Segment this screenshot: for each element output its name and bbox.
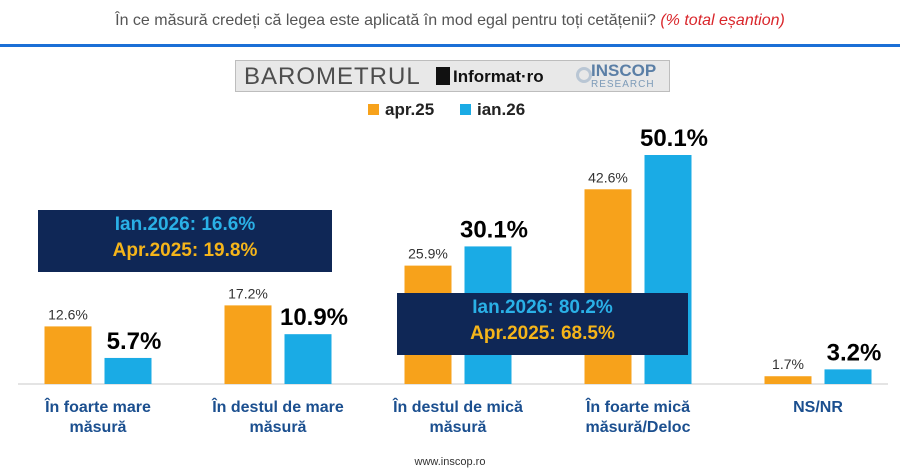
informat-logo: Informat·ro xyxy=(436,67,544,87)
bar-apr25-1 xyxy=(224,305,272,384)
inscop-logo-icon xyxy=(576,67,592,83)
question-text: În ce măsură credeți că legea este aplic… xyxy=(115,12,656,29)
category-label-0: În foarte mare măsură xyxy=(8,398,188,438)
callout-high-ian26: Ian.2026: 16.6% xyxy=(114,214,256,235)
data-label-ian26-0: 5.7% xyxy=(107,328,162,355)
barometer-logo-text: BAROMETRUL xyxy=(244,63,421,90)
bar-apr25-4 xyxy=(764,376,812,384)
inscop-logo-subtext: RESEARCH xyxy=(591,79,655,90)
chart-question: În ce măsură credeți că legea este aplic… xyxy=(0,12,900,30)
legend-label-ian26: ian.26 xyxy=(477,100,526,119)
callout-low-apr25: Apr.2025: 68.5% xyxy=(470,323,615,344)
category-label-line: NS/NR xyxy=(793,399,843,416)
header-divider xyxy=(0,44,900,47)
category-label-2: În destul de mică măsură xyxy=(368,398,548,438)
callout-low-measure-total: Ian.2026: 80.2% Apr.2025: 68.5% xyxy=(397,293,688,355)
category-label-3: În foarte mică măsură/Deloc xyxy=(548,398,728,438)
bar-ian26-4 xyxy=(824,369,872,384)
category-label-line: măsură/Deloc xyxy=(585,419,691,436)
bar-ian26-0 xyxy=(104,357,152,384)
legend-label-apr25: apr.25 xyxy=(385,100,435,119)
data-label-ian26-3: 50.1% xyxy=(640,125,708,152)
legend-swatch-apr25 xyxy=(368,104,379,115)
legend-item-ian26: ian.26 xyxy=(460,100,525,120)
data-label-apr25-2: 25.9% xyxy=(408,246,448,262)
data-label-ian26-1: 10.9% xyxy=(280,304,348,331)
bar-ian26-1 xyxy=(284,334,332,384)
legend-swatch-ian26 xyxy=(460,104,471,115)
category-label-1: În destul de mare măsură xyxy=(188,398,368,438)
data-label-ian26-4: 3.2% xyxy=(827,339,882,366)
callout-low-ian26: Ian.2026: 80.2% xyxy=(472,297,613,318)
data-label-apr25-3: 42.6% xyxy=(588,169,628,185)
category-label-line: În foarte mare xyxy=(45,399,151,416)
category-label-line: În destul de mică xyxy=(393,399,523,416)
informat-logo-icon xyxy=(436,67,450,85)
category-label-line: măsură xyxy=(249,419,307,436)
informat-logo-text: Informat·ro xyxy=(453,67,544,86)
question-note: (% total eșantion) xyxy=(660,12,785,29)
inscop-logo-text: INSCOP xyxy=(591,61,657,80)
footer-url: www.inscop.ro xyxy=(414,456,486,468)
data-label-ian26-2: 30.1% xyxy=(460,216,528,243)
data-label-apr25-0: 12.6% xyxy=(48,306,88,322)
legend-item-apr25: apr.25 xyxy=(368,100,434,120)
bar-apr25-0 xyxy=(44,326,92,384)
inscop-logo: INSCOP RESEARCH xyxy=(591,62,656,90)
category-label-line: În destul de mare xyxy=(212,399,344,416)
callout-high-measure-total: Ian.2026: 16.6% Apr.2025: 19.8% xyxy=(38,210,332,272)
callout-high-apr25: Apr.2025: 19.8% xyxy=(112,240,258,261)
brand-banner: BAROMETRUL Informat·ro INSCOP RESEARCH xyxy=(235,60,670,92)
category-label-line: măsură xyxy=(69,419,127,436)
data-label-apr25-1: 17.2% xyxy=(228,285,268,301)
category-label-line: măsură xyxy=(429,419,487,436)
data-label-apr25-4: 1.7% xyxy=(772,356,804,372)
category-label-4: NS/NR xyxy=(728,398,900,418)
category-label-line: În foarte mică xyxy=(585,399,691,416)
